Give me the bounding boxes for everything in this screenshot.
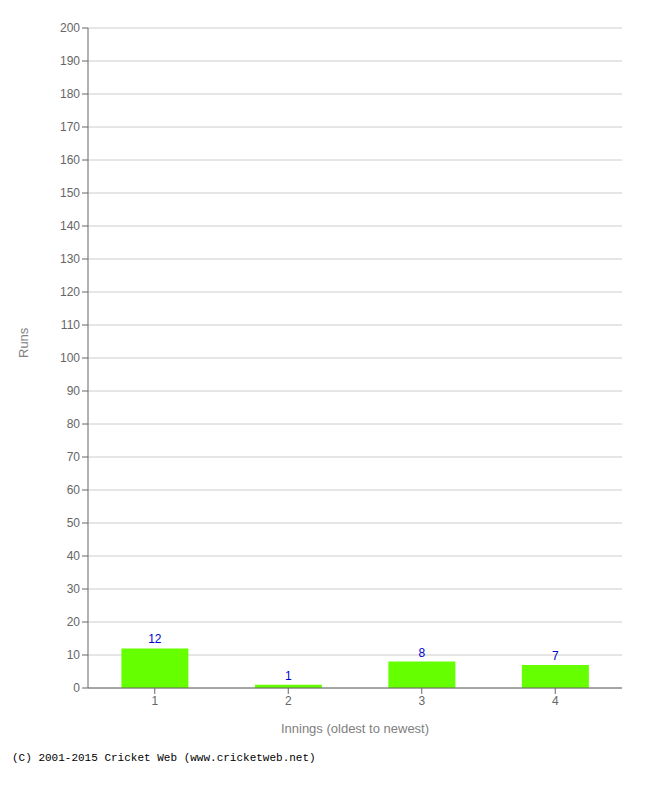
svg-text:40: 40 bbox=[67, 549, 81, 563]
svg-text:170: 170 bbox=[60, 120, 80, 134]
svg-text:Runs: Runs bbox=[16, 327, 31, 358]
svg-text:130: 130 bbox=[60, 252, 80, 266]
html-text:(C) 2001-2015 Cricket Web (www: (C) 2001-2015 Cricket Web (www.cricketwe… bbox=[12, 752, 316, 764]
svg-text:120: 120 bbox=[60, 285, 80, 299]
svg-text:180: 180 bbox=[60, 87, 80, 101]
svg-text:10: 10 bbox=[67, 648, 81, 662]
svg-text:60: 60 bbox=[67, 483, 81, 497]
svg-text:110: 110 bbox=[61, 318, 80, 332]
svg-text:1: 1 bbox=[285, 669, 292, 683]
svg-text:Innings (oldest to newest): Innings (oldest to newest) bbox=[281, 721, 429, 736]
svg-text:70: 70 bbox=[67, 450, 81, 464]
svg-text:2: 2 bbox=[285, 694, 292, 708]
svg-text:8: 8 bbox=[419, 646, 426, 660]
svg-text:140: 140 bbox=[60, 219, 80, 233]
svg-text:1: 1 bbox=[151, 694, 158, 708]
svg-text:100: 100 bbox=[60, 351, 80, 365]
svg-text:50: 50 bbox=[67, 516, 81, 530]
svg-text:20: 20 bbox=[67, 615, 81, 629]
svg-text:160: 160 bbox=[60, 153, 80, 167]
svg-text:150: 150 bbox=[60, 186, 80, 200]
svg-text:190: 190 bbox=[60, 54, 80, 68]
svg-text:4: 4 bbox=[552, 694, 559, 708]
svg-text:200: 200 bbox=[60, 21, 80, 35]
svg-text:30: 30 bbox=[67, 582, 81, 596]
svg-text:90: 90 bbox=[67, 384, 81, 398]
svg-text:3: 3 bbox=[418, 694, 425, 708]
svg-text:0: 0 bbox=[73, 681, 80, 695]
svg-text:7: 7 bbox=[552, 649, 559, 663]
svg-text:80: 80 bbox=[67, 417, 81, 431]
svg-text:12: 12 bbox=[148, 632, 162, 646]
